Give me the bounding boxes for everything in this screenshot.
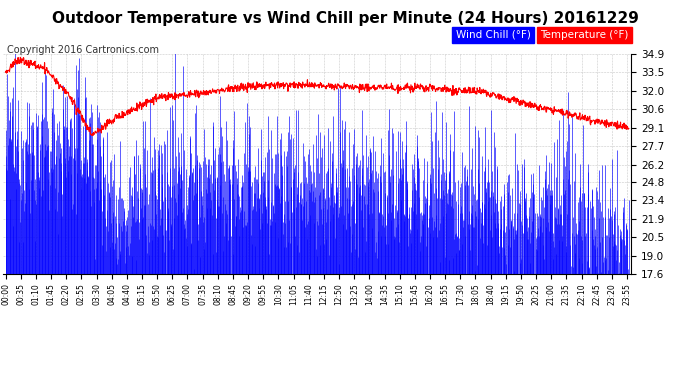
Text: Temperature (°F): Temperature (°F) <box>540 30 629 40</box>
Text: Copyright 2016 Cartronics.com: Copyright 2016 Cartronics.com <box>7 45 159 55</box>
Text: Wind Chill (°F): Wind Chill (°F) <box>455 30 531 40</box>
Text: Outdoor Temperature vs Wind Chill per Minute (24 Hours) 20161229: Outdoor Temperature vs Wind Chill per Mi… <box>52 11 638 26</box>
